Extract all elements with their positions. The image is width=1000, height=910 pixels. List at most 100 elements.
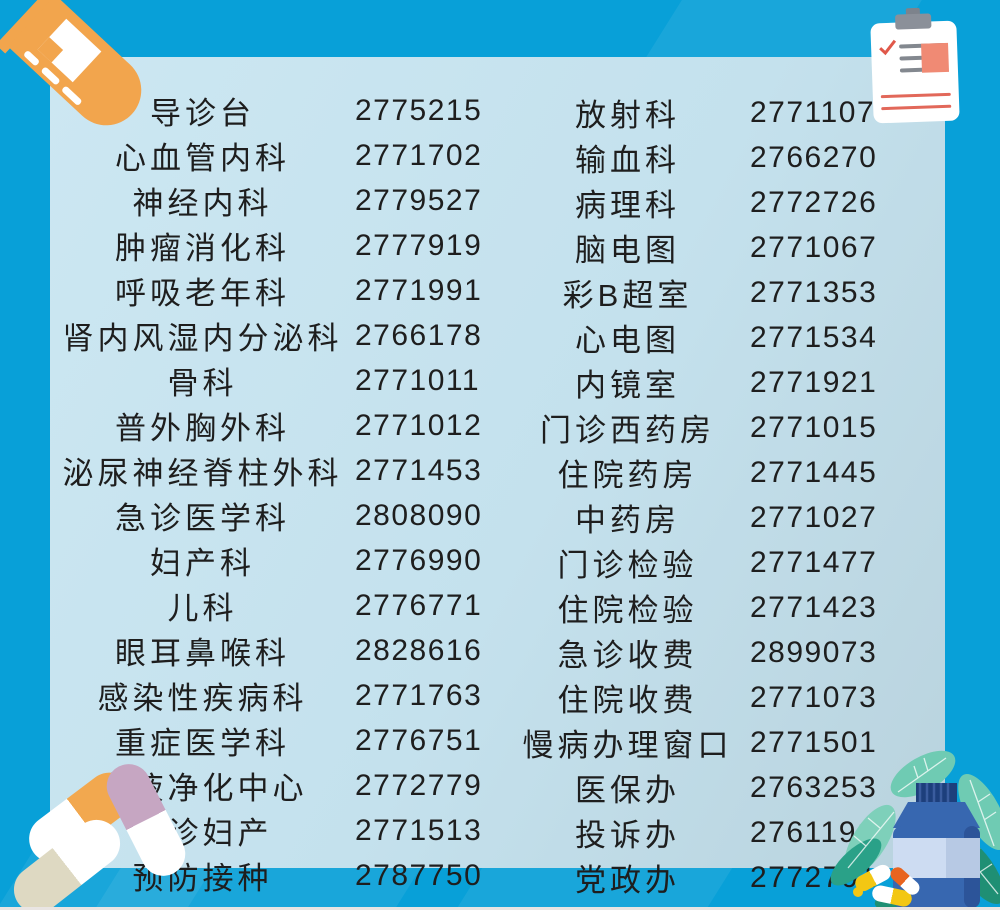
phone-number: 2763253 bbox=[750, 770, 878, 804]
phone-number: 2779527 bbox=[355, 183, 483, 217]
phone-number: 2766178 bbox=[355, 318, 483, 352]
department-name: 内镜室 bbox=[575, 368, 680, 403]
directory-row: 放射科 2771107 bbox=[515, 90, 935, 135]
directory-row: 重症医学科 2776751 bbox=[60, 718, 500, 763]
directory-row: 肿瘤消化科 2777919 bbox=[60, 223, 500, 268]
department-name: 儿科 bbox=[167, 591, 238, 626]
phone-number: 2771453 bbox=[355, 453, 483, 487]
directory-row: 门诊检验 2771477 bbox=[515, 540, 935, 585]
directory-row: 普外胸外科 2771012 bbox=[60, 403, 500, 448]
test-tube-icon bbox=[0, 0, 142, 126]
department-name: 眼耳鼻喉科 bbox=[115, 636, 290, 671]
phone-number: 2808090 bbox=[355, 498, 483, 532]
directory-row: 心电图 2771534 bbox=[515, 315, 935, 360]
phone-number: 2771353 bbox=[750, 275, 878, 309]
directory-row: 住院检验 2771423 bbox=[515, 585, 935, 630]
directory-row: 肾内风湿内分泌科 2766178 bbox=[60, 313, 500, 358]
directory-row: 脑电图 2771067 bbox=[515, 225, 935, 270]
department-name: 肾内风湿内分泌科 bbox=[62, 321, 343, 356]
directory-row: 急诊医学科 2808090 bbox=[60, 493, 500, 538]
phone-number: 2771501 bbox=[750, 725, 878, 759]
department-name: 慢病办理窗口 bbox=[522, 728, 733, 763]
directory-row: 妇产科 2776990 bbox=[60, 538, 500, 583]
phone-number: 2777919 bbox=[355, 228, 483, 262]
department-name: 神经内科 bbox=[132, 186, 273, 221]
medicine-bottle-icon bbox=[830, 750, 1000, 910]
clipboard-icon bbox=[870, 7, 960, 124]
phone-number: 2771027 bbox=[750, 500, 878, 534]
phone-number: 2771015 bbox=[750, 410, 878, 444]
phone-number: 2771991 bbox=[355, 273, 483, 307]
directory-row: 预防接种 2787750 bbox=[60, 853, 500, 898]
directory-row: 感染性疾病科 2771763 bbox=[60, 673, 500, 718]
department-name: 心电图 bbox=[575, 323, 680, 358]
department-name: 住院检验 bbox=[557, 593, 698, 628]
bottom-edge-strip bbox=[0, 907, 1000, 910]
department-name: 普外胸外科 bbox=[115, 411, 290, 446]
directory-row: 病理科 2772726 bbox=[515, 180, 935, 225]
department-name: 肿瘤消化科 bbox=[115, 231, 290, 266]
department-name: 门诊检验 bbox=[557, 548, 698, 583]
small-pills bbox=[853, 864, 920, 907]
directory-row: 门诊西药房 2771015 bbox=[515, 405, 935, 450]
phone-number: 2771067 bbox=[750, 230, 878, 264]
phone-number: 2771477 bbox=[750, 545, 878, 579]
phone-number: 2771073 bbox=[750, 680, 878, 714]
department-name: 病理科 bbox=[575, 188, 680, 223]
clipboard-clip bbox=[894, 13, 932, 30]
department-name: 急诊医学科 bbox=[115, 501, 290, 536]
department-name: 导诊台 bbox=[150, 96, 255, 131]
phone-number: 2772779 bbox=[355, 768, 483, 802]
clipboard-photo bbox=[921, 42, 950, 73]
directory-row: 输血科 2766270 bbox=[515, 135, 935, 180]
phone-number: 2771011 bbox=[355, 363, 481, 397]
phone-number: 2776771 bbox=[355, 588, 483, 622]
phone-number: 2771012 bbox=[355, 408, 483, 442]
phone-number: 2771423 bbox=[750, 590, 878, 624]
directory-row: 急诊收费 2899073 bbox=[515, 630, 935, 675]
department-name: 中药房 bbox=[575, 503, 680, 538]
department-name: 心血管内科 bbox=[115, 141, 290, 176]
department-name: 输血科 bbox=[575, 143, 680, 178]
phone-number: 2787750 bbox=[355, 858, 483, 892]
directory-row: 呼吸老年科 2771991 bbox=[60, 268, 500, 313]
checkmark-icon bbox=[879, 39, 897, 56]
phone-number: 2771107 bbox=[750, 95, 876, 129]
directory-left-column: 导诊台 2775215 心血管内科 2771702 神经内科 2779527 肿瘤消化科 27… bbox=[60, 88, 500, 910]
phone-number: 2899073 bbox=[750, 635, 878, 669]
department-name: 门诊西药房 bbox=[540, 413, 715, 448]
department-name: 泌尿神经脊柱外科 bbox=[62, 456, 343, 491]
department-name: 呼吸老年科 bbox=[115, 276, 290, 311]
directory-row: 内镜室 2771921 bbox=[515, 360, 935, 405]
phone-number: 2776522 bbox=[355, 904, 482, 910]
department-name: 重症医学科 bbox=[115, 726, 290, 761]
phone-number: 2771702 bbox=[355, 138, 483, 172]
directory-row: 医保办 2763253 bbox=[515, 765, 935, 810]
clipboard-line bbox=[880, 92, 951, 99]
phone-number: 2772726 bbox=[750, 185, 878, 219]
directory-row: 中药房 2771027 bbox=[515, 495, 935, 540]
phone-number: 2771445 bbox=[750, 455, 878, 489]
phone-number: 2828616 bbox=[355, 633, 483, 667]
directory-right-column: 放射科 2771107 输血科 2766270 病理科 2772726 脑电图 2771067… bbox=[515, 90, 935, 910]
department-name: 骨科 bbox=[167, 366, 238, 401]
department-name: 妇产科 bbox=[150, 546, 255, 581]
directory-row: 住院收费 2771073 bbox=[515, 675, 935, 720]
department-name: 脑电图 bbox=[575, 233, 680, 268]
directory-row: 住院药房 2771445 bbox=[515, 450, 935, 495]
phone-number: 2775215 bbox=[355, 93, 483, 127]
department-name: 感染性疾病科 bbox=[97, 681, 308, 716]
directory-row: 神经内科 2779527 bbox=[60, 178, 500, 223]
phone-number: 2776751 bbox=[355, 723, 483, 757]
directory-row: 眼耳鼻喉科 2828616 bbox=[60, 628, 500, 673]
department-name: 放射科 bbox=[575, 98, 680, 133]
department-name: 住院药房 bbox=[557, 458, 698, 493]
directory-row: 彩B超室 2771353 bbox=[515, 270, 935, 315]
phone-number: 2771763 bbox=[355, 678, 483, 712]
directory-row: 骨科 2771011 bbox=[60, 358, 500, 403]
directory-panel bbox=[50, 57, 945, 868]
directory-row: 心血管内科 2771702 bbox=[60, 133, 500, 178]
phone-number: 2771513 bbox=[355, 813, 483, 847]
directory-row: 泌尿神经脊柱外科 2771453 bbox=[60, 448, 500, 493]
